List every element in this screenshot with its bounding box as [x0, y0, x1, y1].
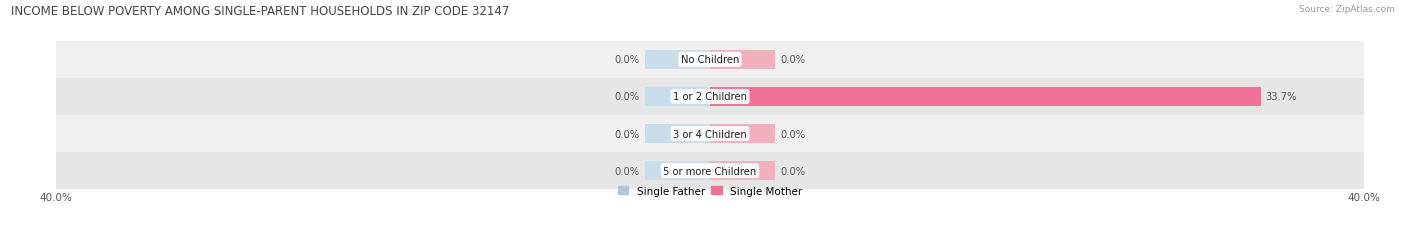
Text: 0.0%: 0.0%: [614, 92, 640, 102]
Text: No Children: No Children: [681, 55, 740, 65]
Bar: [644, 161, 710, 181]
Bar: [56, 42, 1364, 79]
Bar: [710, 50, 776, 70]
Legend: Single Father, Single Mother: Single Father, Single Mother: [617, 186, 803, 196]
Bar: [644, 50, 710, 70]
Text: 3 or 4 Children: 3 or 4 Children: [673, 129, 747, 139]
Bar: [710, 87, 1261, 107]
Bar: [56, 116, 1364, 152]
Text: INCOME BELOW POVERTY AMONG SINGLE-PARENT HOUSEHOLDS IN ZIP CODE 32147: INCOME BELOW POVERTY AMONG SINGLE-PARENT…: [11, 5, 509, 18]
Bar: [644, 87, 710, 107]
Bar: [644, 124, 710, 144]
Text: Source: ZipAtlas.com: Source: ZipAtlas.com: [1299, 5, 1395, 14]
Text: 5 or more Children: 5 or more Children: [664, 166, 756, 176]
Text: 33.7%: 33.7%: [1265, 92, 1298, 102]
Bar: [710, 87, 1261, 107]
Text: 0.0%: 0.0%: [780, 166, 806, 176]
Text: 0.0%: 0.0%: [614, 129, 640, 139]
Text: 1 or 2 Children: 1 or 2 Children: [673, 92, 747, 102]
Bar: [56, 152, 1364, 189]
Text: 0.0%: 0.0%: [780, 55, 806, 65]
Text: 0.0%: 0.0%: [780, 129, 806, 139]
Text: 0.0%: 0.0%: [614, 166, 640, 176]
Bar: [710, 124, 776, 144]
Bar: [56, 79, 1364, 116]
Text: 0.0%: 0.0%: [614, 55, 640, 65]
Bar: [710, 161, 776, 181]
